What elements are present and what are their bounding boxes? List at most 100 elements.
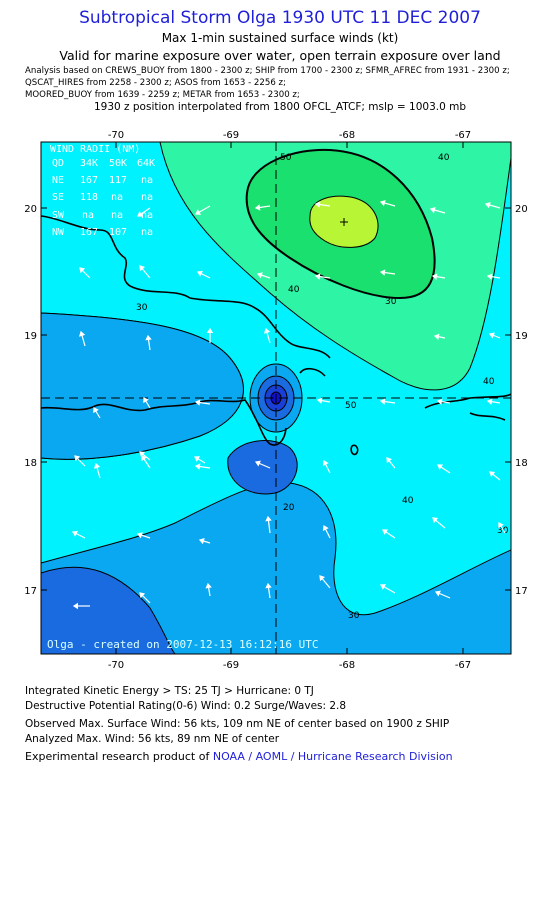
y-axis-right-labels: 20 19 18 17 [515,204,528,597]
wind-vector-arrowhead [433,333,440,340]
wind-vector-arrowhead [486,273,493,280]
destructive-potential-line: Destructive Potential Rating(0-6) Wind: … [25,700,347,712]
wind-vector-arrowhead [136,532,143,539]
wind-vector-arrowhead [198,538,205,545]
analysis-sources-line-3: MOORED_BUOY from 1639 - 2259 z; METAR fr… [25,90,300,100]
x-tick-label: -67 [455,660,471,671]
y-tick-label: 17 [515,586,528,597]
wind-vector-arrowhead [322,459,329,467]
wind-vector-arrowhead [498,522,504,529]
wind-radii-value: na [141,210,153,221]
wind-vector-arrowhead [265,582,272,589]
contour-label: 50 [345,401,357,411]
x-tick-label: -69 [223,660,239,671]
wind-band-dark-lowerleft [41,566,176,654]
wind-vector-arrowhead [488,332,495,339]
analysis-sources-line-2: QSCAT_HIRES from 2258 - 2300 z; ASOS fro… [25,78,286,88]
position-line: 1930 z position interpolated from 1800 O… [93,101,467,113]
wind-vector-arrowhead [139,592,146,599]
hrd-link[interactable]: NOAA / AOML / Hurricane Research Divisio… [212,750,453,763]
wind-vector-arrowhead [486,398,493,405]
coastlines [41,215,511,456]
wind-radii-header-34k: 34K [80,158,98,169]
max-wind-marker-icon [340,218,348,226]
wind-vector-arrowhead [379,269,386,276]
x-tick-label: -68 [339,130,355,141]
wind-radii-value: 107 [109,227,127,238]
analyzed-max-wind-line: Analyzed Max. Wind: 56 kts, 89 nm NE of … [25,733,280,745]
wind-vector-arrowhead [379,398,386,405]
map-subtitle-exposure: Valid for marine exposure over water, op… [59,48,501,63]
wind-radii-value: na [111,192,123,203]
contour-label: 30 [497,526,509,536]
wind-vector-arrowhead [379,199,386,207]
credit-prefix: Experimental research product of [25,750,213,763]
wind-vector-arrowhead [386,457,393,464]
wind-vector-arrowhead [78,330,86,337]
wind-vector-arrowhead [141,455,147,462]
map-credit: Olga - created on 2007-12-13 16:12:16 UT… [47,638,319,651]
wind-vectors [71,199,506,610]
wind-vector-arrowhead [263,327,271,334]
wind-vector-arrowhead [139,451,146,458]
wind-vector-arrowhead [322,524,329,532]
wind-radii-value: na [141,192,153,203]
wind-band-dark-patch [227,440,298,495]
wind-radii-quadrant: NW [52,227,65,238]
wind-vector-arrowhead [74,455,81,462]
wind-vector-arrowhead [79,267,86,274]
contour-label: 40 [288,285,300,295]
storm-center-crosshair [41,142,511,654]
wind-vector-arrowhead [139,265,146,272]
wind-vector-arrowhead [137,211,144,217]
wind-vector-arrowhead [484,201,491,209]
contour-label: 40 [402,496,414,506]
contour-label: 30 [385,297,397,307]
storm-center-rings [249,363,303,433]
wind-vector-arrowhead [436,398,443,405]
wind-vector-arrowhead [314,273,321,280]
wind-vector-arrowhead [432,517,439,524]
x-tick-label: -67 [455,130,471,141]
wind-vector-arrowhead [429,206,436,214]
wind-vector-arrowhead [71,530,79,537]
y-tick-label: 20 [24,204,37,215]
y-tick-label: 18 [515,458,528,469]
wind-radii-value: 117 [109,175,127,186]
contour-label: 50 [280,153,292,163]
wind-radii-title: WIND RADII (NM) [50,144,140,155]
wind-vector-arrowhead [314,201,321,208]
contour-label: 20 [283,503,295,513]
wind-vector-arrowhead [380,584,387,590]
wind-vector-arrowhead [196,270,204,277]
y-tick-label: 19 [515,331,528,342]
x-tick-label: -68 [339,660,355,671]
map-title: Subtropical Storm Olga 1930 UTC 11 DEC 2… [79,8,481,28]
wind-radii-value: 118 [80,192,98,203]
wind-radii-header-qd: QD [52,158,64,169]
y-tick-label: 17 [24,586,37,597]
wind-radii-table: WIND RADII (NM) QD 34K 50K 64K NE 167 11… [50,144,155,238]
x-tick-label: -69 [223,130,239,141]
ike-line: Integrated Kinetic Energy > TS: 25 TJ > … [25,685,314,697]
x-axis-top-labels: -70 -69 -68 -67 [108,130,471,141]
contour-label: 30 [348,611,360,621]
wind-vector-arrowhead [194,456,201,462]
contour-labels: 50 40 30 40 50 40 30 30 30 20 40 [136,153,509,621]
map-frame [40,141,512,655]
wind-vector-arrowhead [434,590,441,597]
wind-vector-arrowhead [93,407,99,414]
wind-vector-arrowhead [316,397,323,404]
contour-label: 40 [438,153,450,163]
x-tick-label: -70 [108,130,124,141]
wind-vector-arrowhead [194,399,201,406]
wind-vector-arrowhead [195,209,202,215]
wind-vector-arrowhead [382,529,389,535]
analysis-sources-line-1: Analysis based on CREWS_BUOY from 1800 -… [25,66,510,76]
x-axis-bottom-labels: -70 -69 -68 -67 [108,660,471,671]
wind-radii-value: na [82,210,94,221]
wind-radii-quadrant: NE [52,175,64,186]
wind-vector-arrowhead [205,582,212,589]
wind-radii-header-50k: 50K [109,158,127,169]
wind-vector-arrowhead [437,464,444,470]
